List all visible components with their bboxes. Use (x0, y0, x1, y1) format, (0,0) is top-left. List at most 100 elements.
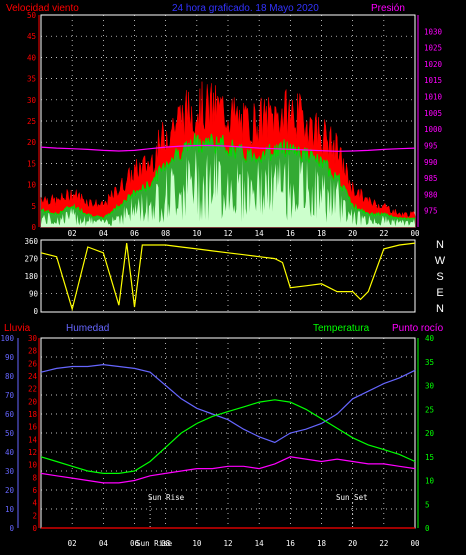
rain-tick-label: 12 (28, 448, 37, 457)
x-tick-label: 06 (130, 229, 140, 238)
pressure-line (40, 144, 416, 152)
temperature-tick-label: 5 (425, 500, 430, 509)
humidity-line (40, 363, 416, 444)
wind-tick-label: 25 (27, 117, 36, 126)
wind-tick-label: 40 (27, 53, 37, 62)
sunrise-axis-label: Sun Rise (136, 539, 173, 548)
wind-light-area (41, 147, 415, 227)
x-tick-label: 08 (161, 229, 171, 238)
pressure-tick-label: 975 (424, 207, 438, 216)
wind-tick-label: 10 (27, 181, 37, 190)
sunset-label: Sun Set (336, 493, 368, 502)
x-tick-label: 14 (255, 229, 265, 238)
x-tick-label: 20 (348, 539, 358, 548)
x-tick-label: 22 (379, 229, 388, 238)
rain-tick-label: 2 (32, 511, 37, 520)
pressure-tick-label: 995 (424, 141, 438, 150)
humidity-tick-label: 40 (5, 448, 15, 457)
temperature-tick-label: 40 (425, 334, 435, 343)
pressure-axis-title: Presión (371, 3, 405, 14)
x-tick-label: 18 (317, 229, 327, 238)
humidity-tick-label: 20 (5, 486, 15, 495)
compass-label: E (436, 287, 443, 299)
dewpoint-line (40, 456, 416, 484)
temperature-axis-title: Temperatura (313, 323, 370, 334)
direction-grid (41, 240, 415, 312)
wind-tick-label: 30 (27, 96, 37, 105)
direction-tick-label: 0 (33, 307, 38, 316)
direction-line (40, 242, 416, 312)
dewpoint-axis-title: Punto rocío (392, 323, 444, 334)
humidity-ticks: 0102030405060708090100024681012141618202… (0, 334, 434, 533)
x-tick-label: 22 (379, 539, 388, 548)
pressure-tick-label: 1030 (424, 27, 443, 36)
direction-tick-label: 90 (29, 290, 39, 299)
temperature-line (40, 399, 416, 474)
humidity-tick-label: 50 (5, 429, 15, 438)
wind-series (40, 81, 416, 228)
pressure-tick-label: 1020 (424, 60, 443, 69)
direction-tick-label: 180 (24, 272, 38, 281)
temperature-tick-label: 0 (425, 524, 430, 533)
compass-label: N (436, 239, 444, 251)
wind-ticks-left: 0 5 10 15 20 25 30 35 40 45 50 (27, 11, 40, 232)
compass-label: W (435, 255, 446, 267)
rain-tick-label: 20 (28, 397, 38, 406)
wind-tick-label: 15 (27, 159, 36, 168)
rain-tick-label: 10 (28, 461, 38, 470)
wind-tick-label: 45 (27, 32, 36, 41)
x-ticks-bottom: 02 04 06 08 10 12 14 16 18 20 22 00 Sun Rise (68, 539, 420, 548)
rain-tick-label: 26 (28, 359, 38, 368)
compass-label: S (436, 271, 443, 283)
direction-tick-label: 270 (24, 255, 38, 264)
compass-label: N (436, 303, 444, 315)
x-ticks-top: 02 04 06 08 10 12 14 16 18 20 22 00 (68, 229, 420, 238)
humidity-tick-label: 10 (5, 505, 15, 514)
rain-tick-label: 6 (32, 486, 37, 495)
direction-tick-label: 360 (24, 237, 38, 246)
pressure-tick-label: 1015 (424, 76, 442, 85)
x-tick-label: 02 (68, 539, 77, 548)
humidity-tick-label: 70 (5, 391, 15, 400)
x-tick-label: 16 (286, 539, 296, 548)
x-tick-label: 16 (286, 229, 296, 238)
rain-tick-label: 18 (28, 410, 38, 419)
humidity-tick-label: 100 (0, 334, 14, 343)
x-tick-label: 12 (223, 539, 232, 548)
sunrise-label: Sun Rise (148, 493, 185, 502)
x-tick-label: 02 (68, 229, 77, 238)
wind-tick-label: 0 (31, 223, 36, 232)
x-tick-label: 04 (99, 539, 109, 548)
humidity-tick-label: 90 (5, 353, 15, 362)
temperature-tick-label: 25 (425, 405, 434, 414)
pressure-tick-label: 1000 (424, 125, 443, 134)
rain-tick-label: 16 (28, 423, 38, 432)
x-tick-label: 12 (223, 229, 232, 238)
x-tick-label: 00 (410, 539, 420, 548)
humidity-tick-label: 30 (5, 467, 15, 476)
pressure-tick-label: 1010 (424, 93, 443, 102)
pressure-tick-label: 990 (424, 158, 438, 167)
pressure-tick-label: 1025 (424, 44, 442, 53)
x-tick-label: 18 (317, 539, 327, 548)
wind-tick-label: 50 (27, 11, 37, 20)
x-tick-label: 14 (255, 539, 265, 548)
wind-axis-title: Velocidad viento (6, 3, 79, 14)
rain-tick-label: 24 (28, 372, 38, 381)
wind-avg-line (40, 133, 416, 221)
pressure-ticks-right: 975 980 985 990 995 1000 1005 1010 1015 1020 1025 1… (417, 15, 443, 227)
rain-tick-label: 28 (28, 347, 38, 356)
x-tick-label: 06 (130, 539, 140, 548)
temperature-tick-label: 30 (425, 382, 435, 391)
humidity-axis-title: Humedad (66, 323, 109, 334)
wind-tick-label: 20 (27, 138, 37, 147)
pressure-tick-label: 980 (424, 190, 438, 199)
pressure-tick-label: 1005 (424, 109, 442, 118)
wind-tick-label: 5 (31, 202, 36, 211)
humidity-tick-label: 60 (5, 410, 15, 419)
rain-tick-label: 22 (28, 385, 37, 394)
direction-series (40, 242, 416, 312)
x-tick-label: 10 (192, 539, 202, 548)
x-tick-label: 08 (161, 539, 171, 548)
humidity-tick-label: 0 (9, 524, 14, 533)
